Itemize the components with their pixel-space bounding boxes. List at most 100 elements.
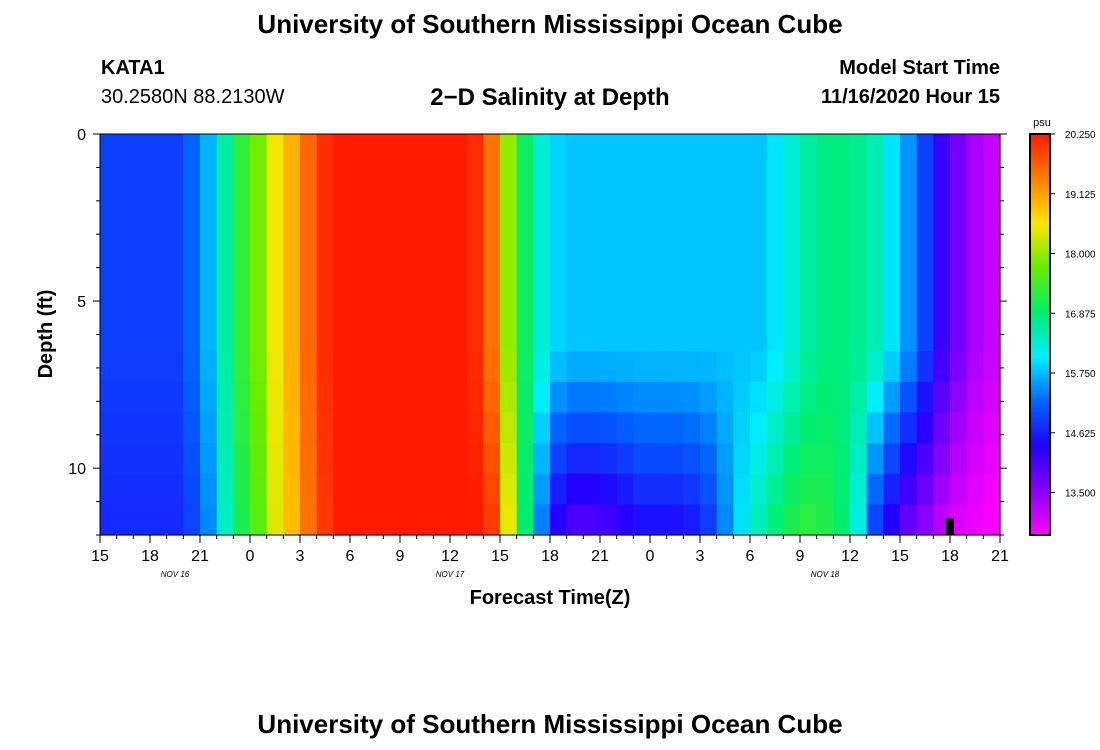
heatmap-cell	[400, 412, 418, 444]
heatmap-cell	[800, 381, 818, 414]
heatmap-cell	[700, 351, 718, 383]
heatmap-cell	[533, 443, 551, 475]
heatmap-cell	[183, 504, 201, 536]
y-tick-label: 5	[77, 294, 86, 311]
heatmap-cell	[616, 443, 634, 475]
x-tick-label: 12	[441, 548, 459, 565]
colorbar-tick-label: 16.875	[1065, 309, 1096, 320]
heatmap-cell	[866, 473, 884, 505]
heatmap-cell	[666, 381, 684, 414]
heatmap-cell	[333, 504, 351, 536]
heatmap-cell	[200, 381, 218, 414]
heatmap-cell	[716, 473, 734, 505]
heatmap-cell	[783, 443, 801, 475]
heatmap-cell	[883, 381, 901, 414]
heatmap-cell	[550, 351, 568, 383]
heatmap-cell	[633, 134, 651, 352]
colorbar-tick-label: 18.000	[1065, 250, 1096, 261]
heatmap-cell	[966, 381, 984, 414]
heatmap-cell	[166, 381, 184, 414]
heatmap-cell	[666, 134, 684, 352]
heatmap-cell	[916, 134, 934, 352]
heatmap-cell	[550, 381, 568, 414]
x-tick-label: 15	[91, 548, 109, 565]
heatmap-cell	[650, 351, 668, 383]
model-start-label: Model Start Time	[839, 57, 1000, 79]
heatmap-cell	[116, 134, 134, 352]
heatmap-cell	[800, 443, 818, 475]
heatmap-cell	[350, 381, 368, 414]
heatmap-cell	[566, 504, 584, 536]
heatmap-cell	[966, 412, 984, 444]
heatmap-cell	[816, 381, 834, 414]
heatmap-cell	[300, 351, 318, 383]
heatmap-cell	[333, 134, 351, 352]
heatmap-cell	[450, 443, 468, 475]
heatmap-cell	[450, 504, 468, 536]
heatmap-cell	[366, 412, 384, 444]
heatmap-cell	[566, 473, 584, 505]
heatmap-cell	[266, 412, 284, 444]
heatmap-cell	[883, 351, 901, 383]
heatmap-cell	[133, 381, 151, 414]
heatmap-cell	[783, 504, 801, 536]
heatmap-cell	[166, 134, 184, 352]
heatmap-cell	[433, 381, 451, 414]
heatmap-cell	[833, 134, 851, 352]
heatmap-cell	[283, 473, 301, 505]
heatmap-cell	[466, 443, 484, 475]
heatmap-cell	[650, 134, 668, 352]
heatmap-cell	[366, 351, 384, 383]
colorbar-tick-label: 19.125	[1065, 190, 1096, 201]
colorbar-tick-label: 15.750	[1065, 369, 1096, 380]
heatmap-cell	[200, 473, 218, 505]
heatmap-cell	[950, 351, 968, 383]
heatmap-cell	[183, 412, 201, 444]
heatmap-cell	[150, 443, 168, 475]
heatmap-cell	[250, 412, 268, 444]
heatmap-cell	[266, 443, 284, 475]
heatmap-cell	[433, 134, 451, 352]
heatmap-cell	[700, 412, 718, 444]
heatmap-cell	[516, 381, 534, 414]
heatmap-cell	[283, 504, 301, 536]
heatmap-cell	[783, 412, 801, 444]
heatmap-cell	[933, 443, 951, 475]
heatmap-cell	[850, 351, 868, 383]
heatmap-cell	[683, 504, 701, 536]
heatmap-cell	[800, 134, 818, 352]
heatmap-cell	[133, 134, 151, 352]
heatmap-cell	[966, 443, 984, 475]
x-tick-label: 21	[191, 548, 209, 565]
heatmap-cell	[350, 504, 368, 536]
heatmap-cell	[350, 351, 368, 383]
heatmap-cell	[700, 381, 718, 414]
heatmap-cell	[100, 351, 118, 383]
heatmap-cell	[716, 504, 734, 536]
heatmap-cell	[250, 504, 268, 536]
heatmap-cell	[833, 504, 851, 536]
heatmap-cell	[733, 443, 751, 475]
heatmap-cell	[583, 473, 601, 505]
heatmap-cell	[933, 134, 951, 352]
colorbar-unit: psu	[1033, 117, 1051, 129]
heatmap-cell	[416, 134, 434, 352]
heatmap-cell	[300, 504, 318, 536]
heatmap-cell	[866, 381, 884, 414]
heatmap-cell	[516, 351, 534, 383]
heatmap-cell	[566, 351, 584, 383]
heatmap-cell	[666, 412, 684, 444]
heatmap-cell	[516, 443, 534, 475]
heatmap-cell	[316, 473, 334, 505]
heatmap-cell	[650, 412, 668, 444]
heatmap-cell	[816, 443, 834, 475]
heatmap-cell	[400, 351, 418, 383]
heatmap-cell	[383, 473, 401, 505]
heatmap-cell	[233, 412, 251, 444]
heatmap-cell	[733, 412, 751, 444]
heatmap-cell	[750, 504, 768, 536]
heatmap-cell	[583, 134, 601, 352]
x-tick-label: 12	[841, 548, 859, 565]
heatmap-cell	[366, 381, 384, 414]
station-coordinates: 30.2580N 88.2130W	[101, 86, 285, 108]
